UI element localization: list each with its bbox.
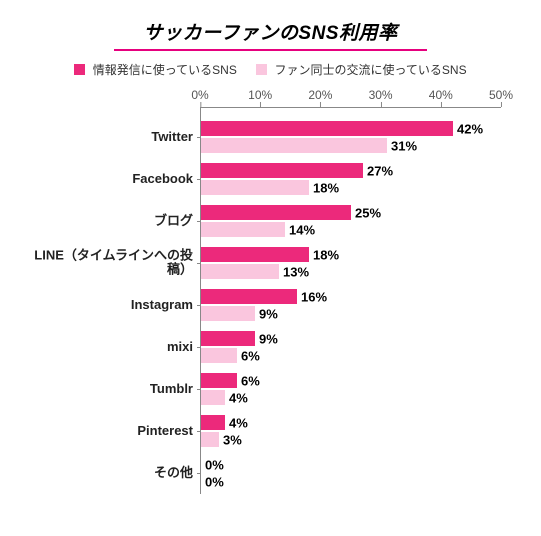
bar-value-label: 13% — [279, 264, 309, 279]
bar-series-1: 16% — [201, 289, 297, 304]
bar-series-1: 42% — [201, 121, 453, 136]
bar-value-label: 9% — [255, 306, 278, 321]
bar-series-1: 25% — [201, 205, 351, 220]
bar-value-label: 18% — [309, 247, 339, 262]
bar-series-1: 18% — [201, 247, 309, 262]
bar-series-2: 18% — [201, 180, 309, 195]
category-row: mixi9%6% — [201, 326, 501, 368]
bar-value-label: 4% — [225, 415, 248, 430]
bar-value-label: 31% — [387, 138, 417, 153]
category-label: LINE（タイムラインへの投稿） — [21, 249, 201, 278]
category-row: Tumblr6%4% — [201, 368, 501, 410]
bar-value-label: 14% — [285, 222, 315, 237]
bar-series-2: 31% — [201, 138, 387, 153]
bar-value-label: 25% — [351, 205, 381, 220]
legend-item-2: ファン同士の交流に使っているSNS — [256, 61, 466, 78]
bar-series-1: 27% — [201, 163, 363, 178]
x-tick: 30% — [369, 88, 393, 102]
bar-value-label: 0% — [201, 457, 224, 472]
legend-item-1: 情報発信に使っているSNS — [74, 61, 236, 78]
x-tick: 20% — [308, 88, 332, 102]
category-row: LINE（タイムラインへの投稿）18%13% — [201, 242, 501, 284]
x-tick: 50% — [489, 88, 513, 102]
bar-value-label: 16% — [297, 289, 327, 304]
bar-series-2: 6% — [201, 348, 237, 363]
category-label: Twitter — [21, 130, 201, 144]
x-tick: 40% — [429, 88, 453, 102]
title-wrap: サッカーファンのSNS利用率 — [20, 18, 521, 51]
bar-value-label: 42% — [453, 121, 483, 136]
bar-series-2: 3% — [201, 432, 219, 447]
x-axis: 0%10%20%30%40%50% — [200, 88, 501, 108]
bar-series-2: 9% — [201, 306, 255, 321]
category-row: その他0%0% — [201, 452, 501, 494]
legend: 情報発信に使っているSNS ファン同士の交流に使っているSNS — [20, 61, 521, 78]
bar-value-label: 27% — [363, 163, 393, 178]
category-label: Facebook — [21, 172, 201, 186]
category-label: Tumblr — [21, 382, 201, 396]
chart-title: サッカーファンのSNS利用率 — [114, 18, 428, 51]
bar-value-label: 3% — [219, 432, 242, 447]
bar-value-label: 9% — [255, 331, 278, 346]
bar-series-1: 4% — [201, 415, 225, 430]
bars-area: Twitter42%31%Facebook27%18%ブログ25%14%LINE… — [200, 108, 501, 494]
bar-value-label: 18% — [309, 180, 339, 195]
plot-area: 0%10%20%30%40%50% Twitter42%31%Facebook2… — [200, 88, 501, 488]
legend-swatch-1 — [74, 64, 85, 75]
category-label: Instagram — [21, 298, 201, 312]
category-row: Twitter42%31% — [201, 116, 501, 158]
category-row: Instagram16%9% — [201, 284, 501, 326]
x-tick: 0% — [191, 88, 208, 102]
bar-value-label: 0% — [201, 474, 224, 489]
category-label: Pinterest — [21, 424, 201, 438]
bar-series-2: 13% — [201, 264, 279, 279]
bar-series-2: 4% — [201, 390, 225, 405]
bar-value-label: 6% — [237, 373, 260, 388]
category-row: Facebook27%18% — [201, 158, 501, 200]
bar-value-label: 6% — [237, 348, 260, 363]
chart-container: サッカーファンのSNS利用率 情報発信に使っているSNS ファン同士の交流に使っ… — [0, 0, 541, 536]
bar-value-label: 4% — [225, 390, 248, 405]
legend-label-2: ファン同士の交流に使っているSNS — [275, 63, 467, 77]
category-label: ブログ — [21, 214, 201, 228]
category-row: Pinterest4%3% — [201, 410, 501, 452]
category-label: その他 — [21, 466, 201, 480]
x-tick: 10% — [248, 88, 272, 102]
bar-series-2: 14% — [201, 222, 285, 237]
legend-swatch-2 — [256, 64, 267, 75]
bar-series-1: 6% — [201, 373, 237, 388]
category-row: ブログ25%14% — [201, 200, 501, 242]
bar-series-1: 9% — [201, 331, 255, 346]
legend-label-1: 情報発信に使っているSNS — [93, 63, 237, 77]
category-label: mixi — [21, 340, 201, 354]
